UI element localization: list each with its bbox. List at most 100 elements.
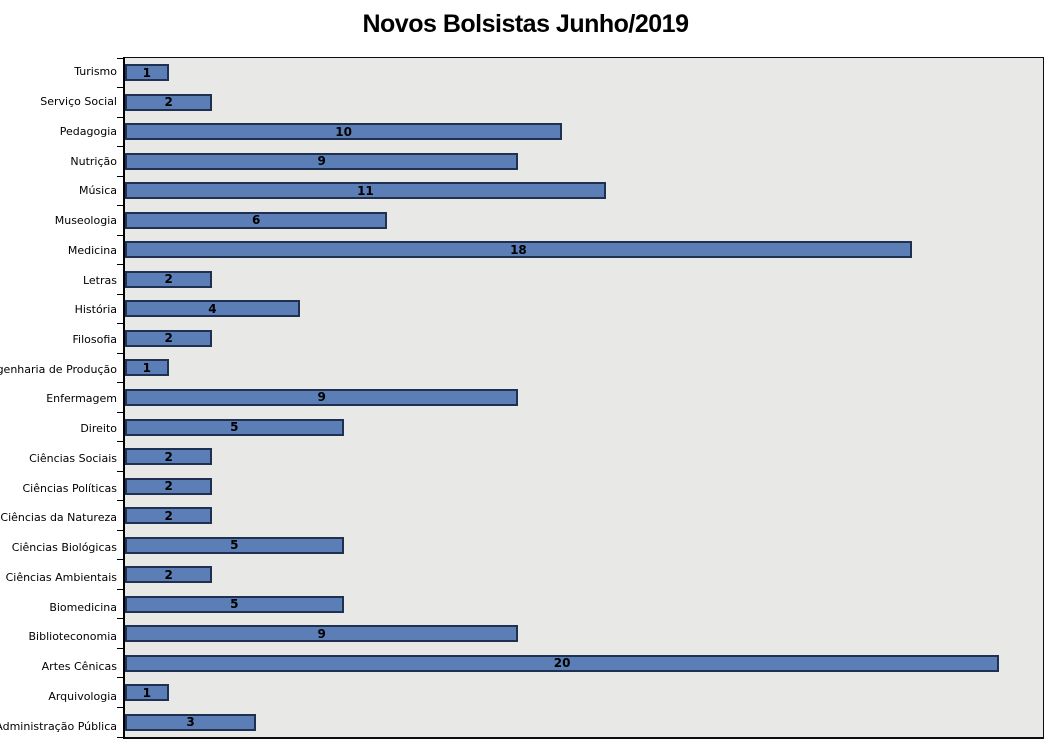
bar-value-label: 9 (317, 390, 326, 405)
y-axis-tick (117, 559, 124, 561)
y-axis-tick (117, 87, 124, 89)
bar-row: 9 (125, 383, 1043, 413)
category-label: Biomedicina (49, 600, 117, 614)
bar-value-label: 2 (164, 479, 173, 494)
y-axis-tick (117, 382, 124, 384)
bar-row: 2 (125, 88, 1043, 118)
bar-row: 9 (125, 147, 1043, 177)
category-label: Administração Pública (0, 719, 117, 733)
bar: 11 (125, 182, 606, 200)
y-axis-tick (117, 677, 124, 679)
bar-value-label: 4 (208, 301, 217, 316)
bar: 5 (125, 418, 344, 436)
category-label: Engenharia de Produção (0, 362, 117, 376)
bar-row: 5 (125, 530, 1043, 560)
bar: 1 (125, 684, 169, 702)
y-axis-tick (117, 205, 124, 207)
bar-row: 5 (125, 589, 1043, 619)
bar-value-label: 5 (230, 538, 239, 553)
bar-value-label: 1 (142, 685, 152, 700)
bar-row: 1 (125, 678, 1043, 708)
bar-row: 2 (125, 265, 1043, 295)
bar: 2 (125, 93, 213, 111)
bar: 2 (125, 448, 213, 466)
y-axis-tick (117, 57, 124, 59)
y-axis-tick (117, 411, 124, 413)
bar-row: 1 (125, 58, 1043, 88)
y-axis-tick (117, 470, 124, 472)
bar: 6 (125, 211, 388, 229)
bar: 20 (125, 654, 1000, 672)
bar-row: 6 (125, 206, 1043, 236)
bar-row: 3 (125, 707, 1043, 737)
category-label: História (74, 303, 117, 317)
y-axis-tick (117, 647, 124, 649)
bar-row: 2 (125, 471, 1043, 501)
y-axis-tick (117, 293, 124, 295)
bar-row: 2 (125, 560, 1043, 590)
bar-row: 18 (125, 235, 1043, 265)
y-axis-tick (117, 323, 124, 325)
category-label: Filosofia (72, 333, 118, 346)
y-axis-tick (117, 264, 124, 266)
bar-value-label: 18 (510, 242, 527, 257)
y-axis-tick (117, 441, 124, 443)
bar: 2 (125, 270, 213, 288)
bar-row: 4 (125, 294, 1043, 324)
bar-row: 9 (125, 619, 1043, 649)
category-label: Enfermagem (46, 392, 117, 406)
bar-value-label: 6 (251, 213, 261, 228)
bar-value-label: 9 (317, 626, 326, 641)
bar-value-label: 3 (186, 715, 195, 730)
bar: 18 (125, 241, 912, 259)
category-label: Ciências Biológicas (11, 541, 117, 555)
bar: 2 (125, 329, 213, 347)
category-label: Nutrição (70, 154, 117, 168)
bar: 1 (125, 359, 169, 377)
category-axis-labels: Turismo Serviço Social Pedagogia Nutrição Mú… (0, 57, 117, 741)
category-label: Arquivologia (48, 689, 117, 703)
category-label: Biblioteconomia (28, 630, 118, 644)
bar-value-label: 1 (142, 360, 152, 375)
bar: 9 (125, 152, 519, 170)
category-label: Museologia (54, 214, 117, 228)
category-label: Serviço Social (40, 95, 117, 109)
plot-area: 1 2 10 9 11 6 18 2 4 2 1 9 5 2 2 2 5 2 5 9 20 1 3 (117, 57, 1044, 739)
category-label: Artes Cênicas (41, 660, 117, 674)
bar: 3 (125, 713, 257, 731)
bar: 2 (125, 477, 213, 495)
y-axis-tick (117, 736, 124, 738)
category-label: Letras (82, 273, 117, 287)
category-label: Música (78, 184, 117, 198)
bar-value-label: 2 (164, 331, 173, 346)
y-axis-tick (117, 234, 124, 236)
bar: 4 (125, 300, 300, 318)
bar: 5 (125, 595, 344, 613)
bar-value-label: 5 (230, 420, 239, 434)
bar-row: 2 (125, 501, 1043, 531)
y-axis-tick (117, 175, 124, 177)
category-label: Turismo (74, 65, 117, 79)
category-label: Ciências Ambientais (5, 570, 117, 584)
y-axis-tick (117, 588, 124, 590)
y-axis-tick (117, 146, 124, 148)
category-label: Ciências Sociais (29, 451, 117, 465)
bar: 2 (125, 566, 213, 584)
bar-row: 5 (125, 412, 1043, 442)
chart-title: Novos Bolsistas Junho/2019 (362, 10, 689, 38)
bar-row: 10 (125, 117, 1043, 147)
y-axis-tick (117, 116, 124, 118)
y-axis-tick (117, 500, 124, 502)
bar: 9 (125, 388, 519, 406)
bar-row: 11 (125, 176, 1043, 206)
bar-row: 2 (125, 442, 1043, 472)
category-label: Direito (80, 422, 117, 436)
bar: 9 (125, 625, 519, 643)
bar: 5 (125, 536, 344, 554)
category-label: Ciências Políticas (22, 481, 117, 495)
bar-value-label: 2 (164, 567, 173, 582)
bar-value-label: 10 (335, 124, 352, 139)
bar-value-label: 1 (142, 65, 152, 80)
bar: 2 (125, 507, 213, 525)
